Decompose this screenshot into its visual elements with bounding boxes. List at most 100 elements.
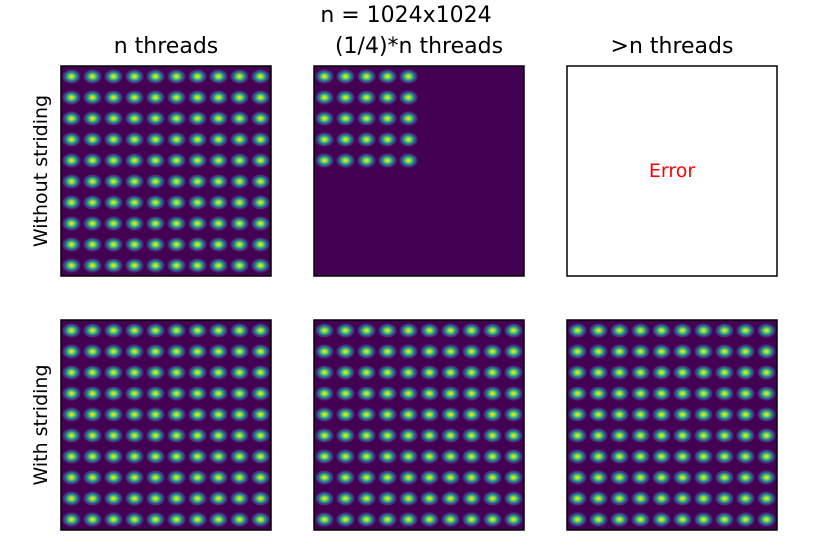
heatmap-cell xyxy=(208,511,229,528)
panel-r0-c2: Error xyxy=(566,65,778,277)
heatmap-image xyxy=(61,320,271,530)
heatmap-cell xyxy=(609,364,630,381)
heatmap-cell xyxy=(567,343,588,360)
heatmap-cell xyxy=(229,152,250,169)
heatmap-cell xyxy=(377,322,398,339)
panel-background xyxy=(567,66,777,276)
heatmap-cell xyxy=(145,215,166,232)
heatmap-cell xyxy=(503,427,524,444)
heatmap-cell xyxy=(103,322,124,339)
heatmap-cell xyxy=(693,385,714,402)
heatmap-cell xyxy=(398,152,419,169)
heatmap-cell xyxy=(588,322,609,339)
heatmap-cell xyxy=(630,364,651,381)
heatmap-cell xyxy=(356,343,377,360)
heatmap-cell xyxy=(567,427,588,444)
heatmap-cell xyxy=(61,448,82,465)
heatmap-cell xyxy=(756,490,777,507)
heatmap-cell xyxy=(756,322,777,339)
heatmap-cell xyxy=(166,469,187,486)
heatmap-cell xyxy=(335,448,356,465)
heatmap-cell xyxy=(208,131,229,148)
heatmap-cell xyxy=(588,448,609,465)
heatmap-cell xyxy=(82,322,103,339)
heatmap-cell xyxy=(166,364,187,381)
heatmap-cell xyxy=(229,364,250,381)
heatmap-cell xyxy=(166,194,187,211)
heatmap-cell xyxy=(482,490,503,507)
heatmap-cell xyxy=(735,406,756,423)
heatmap-cell xyxy=(356,469,377,486)
heatmap-cell xyxy=(672,511,693,528)
heatmap-cell xyxy=(208,194,229,211)
heatmap-cell xyxy=(229,68,250,85)
heatmap-cell xyxy=(440,385,461,402)
heatmap-cell xyxy=(335,469,356,486)
pattern-region xyxy=(567,322,777,528)
heatmap-cell xyxy=(187,89,208,106)
panel-r1-c2 xyxy=(566,319,778,531)
heatmap-cell xyxy=(567,511,588,528)
heatmap-cell xyxy=(672,406,693,423)
heatmap-cell xyxy=(651,343,672,360)
heatmap-cell xyxy=(335,322,356,339)
heatmap-cell xyxy=(187,152,208,169)
heatmap-cell xyxy=(61,173,82,190)
heatmap-cell xyxy=(61,511,82,528)
heatmap-cell xyxy=(124,490,145,507)
heatmap-cell xyxy=(229,406,250,423)
heatmap-cell xyxy=(124,194,145,211)
heatmap-cell xyxy=(398,427,419,444)
heatmap-cell xyxy=(250,215,271,232)
heatmap-cell xyxy=(124,131,145,148)
heatmap-cell xyxy=(229,131,250,148)
heatmap-cell xyxy=(419,427,440,444)
heatmap-cell xyxy=(250,236,271,253)
heatmap-cell xyxy=(503,322,524,339)
heatmap-cell xyxy=(461,385,482,402)
heatmap-cell xyxy=(145,511,166,528)
heatmap-cell xyxy=(314,469,335,486)
heatmap-cell xyxy=(82,406,103,423)
heatmap-cell xyxy=(482,511,503,528)
heatmap-cell xyxy=(166,406,187,423)
heatmap-cell xyxy=(714,448,735,465)
heatmap-cell xyxy=(61,322,82,339)
heatmap-cell xyxy=(187,490,208,507)
heatmap-cell xyxy=(419,343,440,360)
heatmap-cell xyxy=(145,131,166,148)
heatmap-cell xyxy=(756,427,777,444)
heatmap-cell xyxy=(82,68,103,85)
heatmap-cell xyxy=(735,343,756,360)
heatmap-cell xyxy=(714,322,735,339)
heatmap-cell xyxy=(61,490,82,507)
heatmap-cell xyxy=(482,322,503,339)
heatmap-cell xyxy=(187,385,208,402)
heatmap-cell xyxy=(314,68,335,85)
heatmap-cell xyxy=(314,448,335,465)
pattern-region xyxy=(61,68,271,274)
heatmap-cell xyxy=(735,364,756,381)
heatmap-cell xyxy=(103,215,124,232)
heatmap-cell xyxy=(482,385,503,402)
heatmap-cell xyxy=(208,110,229,127)
column-title-2: >n threads xyxy=(611,34,734,59)
heatmap-cell xyxy=(335,68,356,85)
heatmap-cell xyxy=(630,343,651,360)
heatmap-cell xyxy=(609,385,630,402)
heatmap-cell xyxy=(103,490,124,507)
heatmap-cell xyxy=(103,68,124,85)
heatmap-cell xyxy=(398,385,419,402)
heatmap-cell xyxy=(229,257,250,274)
heatmap-cell xyxy=(609,448,630,465)
heatmap-cell xyxy=(461,427,482,444)
heatmap-cell xyxy=(356,131,377,148)
heatmap-cell xyxy=(714,364,735,381)
heatmap-cell xyxy=(314,89,335,106)
heatmap-cell xyxy=(377,448,398,465)
heatmap-cell xyxy=(398,131,419,148)
heatmap-cell xyxy=(250,194,271,211)
heatmap-cell xyxy=(229,236,250,253)
heatmap-image xyxy=(314,66,524,276)
heatmap-cell xyxy=(377,511,398,528)
